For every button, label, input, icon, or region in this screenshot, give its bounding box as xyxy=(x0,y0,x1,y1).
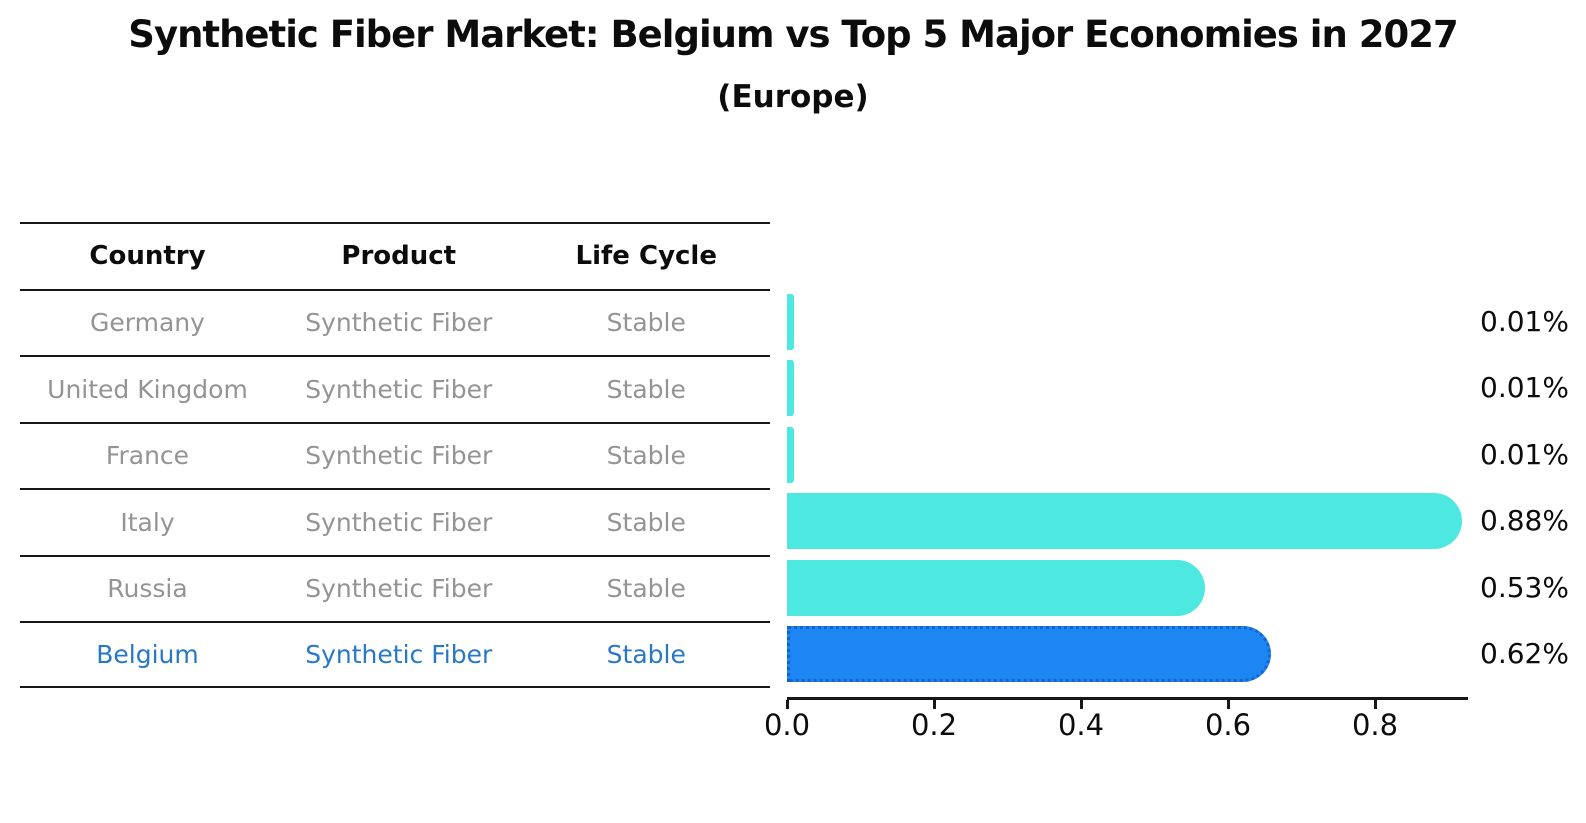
table-row-france: France Synthetic Fiber Stable xyxy=(20,421,770,489)
x-axis-tick-0.6 xyxy=(1226,700,1230,709)
country-cell: Italy xyxy=(120,507,175,537)
country-cell: Belgium xyxy=(96,639,199,669)
country-cell: United Kingdom xyxy=(47,374,248,404)
value-label-united-kingdom: 0.01% xyxy=(1480,371,1569,404)
table-row-germany: Germany Synthetic Fiber Stable xyxy=(20,288,770,356)
x-tick-label-0.0: 0.0 xyxy=(763,708,811,742)
value-label-russia: 0.53% xyxy=(1480,570,1569,604)
product-cell: Synthetic Fiber xyxy=(305,308,493,338)
value-label-france: 0.01% xyxy=(1480,437,1569,471)
column-header-life-cycle: Life Cycle xyxy=(575,241,717,272)
lifecycle-cell: Stable xyxy=(606,574,686,604)
column-header-product: Product xyxy=(341,241,457,272)
lifecycle-cell: Stable xyxy=(606,374,686,404)
x-axis-tick-0.8 xyxy=(1373,700,1377,709)
x-axis-tick-0.0 xyxy=(785,700,789,709)
bar-france xyxy=(787,426,795,483)
lifecycle-cell: Stable xyxy=(606,441,686,471)
table-row-russia: Russia Synthetic Fiber Stable xyxy=(20,554,770,622)
bar-italy xyxy=(787,493,1462,549)
chart-subtitle: (Europe) xyxy=(717,79,869,115)
x-axis-line xyxy=(787,697,1468,700)
lifecycle-cell: Stable xyxy=(606,639,686,669)
product-cell: Synthetic Fiber xyxy=(305,374,493,404)
product-cell: Synthetic Fiber xyxy=(305,441,493,471)
x-axis-tick-0.4 xyxy=(1079,700,1083,709)
country-cell: Germany xyxy=(90,308,205,338)
x-axis-tick-0.2 xyxy=(932,700,936,709)
x-tick-label-0.2: 0.2 xyxy=(910,708,958,742)
value-label-belgium: 0.62% xyxy=(1480,637,1569,670)
bar-russia xyxy=(787,559,1205,616)
table-header-row: Country Product Life Cycle xyxy=(20,222,770,289)
table-row-united-kingdom: United Kingdom Synthetic Fiber Stable xyxy=(20,355,770,422)
product-cell: Synthetic Fiber xyxy=(305,574,493,604)
lifecycle-cell: Stable xyxy=(606,308,686,338)
x-tick-label-0.6: 0.6 xyxy=(1204,708,1252,742)
bar-germany xyxy=(787,293,795,350)
country-cell: Russia xyxy=(107,574,188,604)
product-cell: Synthetic Fiber xyxy=(305,507,493,537)
x-tick-label-0.4: 0.4 xyxy=(1057,708,1105,742)
table-row-belgium: Belgium Synthetic Fiber Stable xyxy=(20,621,770,688)
country-cell: France xyxy=(105,441,190,471)
country-table: Country Product Life Cycle Germany Synthetic… xyxy=(20,222,770,688)
bar-belgium xyxy=(787,626,1271,682)
x-tick-label-0.8: 0.8 xyxy=(1351,708,1399,742)
table-row-italy: Italy Synthetic Fiber Stable xyxy=(20,488,770,555)
value-label-italy: 0.88% xyxy=(1480,504,1569,537)
value-label-germany: 0.01% xyxy=(1480,304,1569,338)
product-cell: Synthetic Fiber xyxy=(305,639,493,669)
column-header-country: Country xyxy=(89,241,206,272)
bar-united-kingdom xyxy=(787,360,795,416)
lifecycle-cell: Stable xyxy=(606,507,686,537)
chart-title: Synthetic Fiber Market: Belgium vs Top 5… xyxy=(128,13,1458,56)
